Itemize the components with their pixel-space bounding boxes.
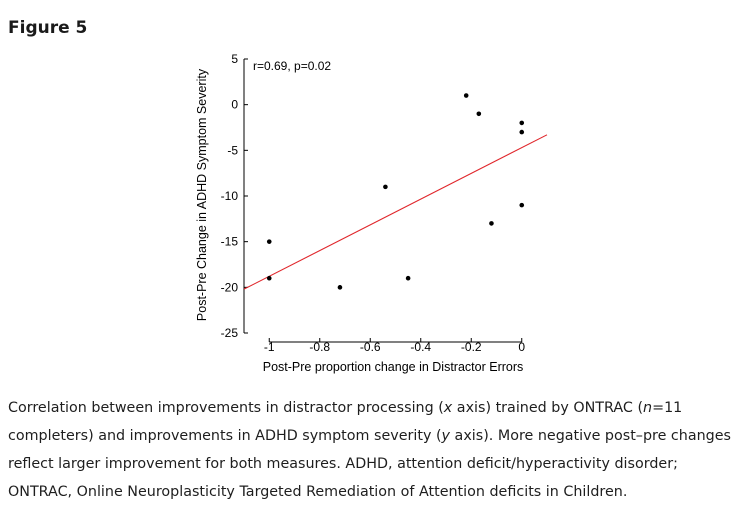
caption-n-variable: n [643,400,653,416]
x-tick-label: -0.2 [461,340,482,354]
data-point [266,275,272,281]
y-tick-label: -5 [227,143,238,157]
data-point [519,120,525,126]
data-point [476,111,482,117]
caption-x-variable: x [443,400,453,416]
correlation-annotation: r=0.69, p=0.02 [253,59,331,73]
caption-text-1: Correlation between improvements in dist… [8,400,444,416]
data-point [489,221,494,226]
caption-text-2: axis) trained by ONTRAC ( [452,400,644,416]
data-point [519,129,525,135]
y-axis-label: Post-Pre Change in ADHD Symptom Severity [195,68,209,321]
y-tick-label: -25 [221,326,239,340]
y-tick-label: 0 [231,98,238,112]
x-tick-label: -0.8 [309,340,330,354]
caption-y-variable: y [441,428,451,444]
y-tick-label: -10 [221,189,239,203]
data-point [519,202,525,208]
caption-text-3: =11 completers) and improvements in ADHD… [8,400,683,444]
x-tick-label: -0.6 [360,340,381,354]
scatter-chart: 5 0 -5 -10 -15 -20 -25 -1 -0.8 -0.6 -0.4 -0.2 0 r=0… [195,52,548,374]
y-tick-label: 5 [231,52,238,66]
x-ticks: -1 -0.8 -0.6 -0.4 -0.2 0 [264,338,525,354]
x-tick-label: -0.4 [410,340,431,354]
y-ticks: 5 0 -5 -10 -15 -20 -25 [221,52,248,340]
y-tick-label: -15 [221,235,239,249]
figure-caption: Correlation between improvements in dist… [8,394,733,506]
x-axis-label: Post-Pre proportion change in Distractor… [263,360,524,374]
data-point [383,184,388,190]
figure-heading: Figure 5 [8,18,88,38]
x-tick-label: -1 [264,340,275,354]
data-point [463,93,469,98]
y-tick-label: -20 [221,280,239,294]
data-point [337,285,343,290]
data-points [266,93,525,290]
data-point [405,275,411,281]
data-point [266,239,272,244]
x-tick-label: 0 [518,340,525,354]
regression-line [243,134,548,290]
caption-text-4: axis). More negative post–pre changes re… [8,428,731,500]
